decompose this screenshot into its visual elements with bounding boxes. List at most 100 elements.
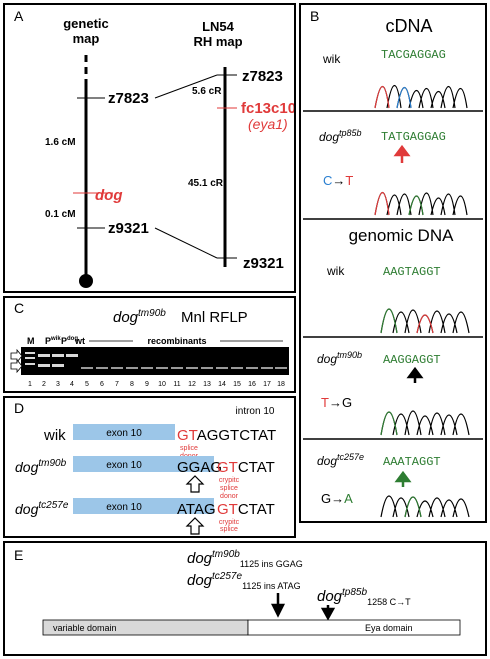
crypitc-3a: crypitc — [219, 519, 240, 526]
lane-p0wik-sup: wik — [50, 336, 61, 342]
exon-box-2 — [73, 456, 214, 472]
svg-text:GTAGGTCTAT: GTAGGTCTAT — [177, 427, 276, 444]
panel-b: B cDNA wik TACGAGGAG dogtp85b TATGAGGAG … — [299, 3, 487, 523]
centromere-dot — [79, 274, 93, 288]
rh-map-title-2: RH map — [193, 34, 242, 49]
rflp-gel: dogtm90b Mnl RFLP M Pwik Pdog wt recombi… — [10, 308, 289, 388]
row2-gt: GT — [217, 459, 238, 476]
cdna-wik-label: wik — [322, 52, 341, 66]
gen-tc257e-arrow — [394, 470, 412, 487]
gel-image — [21, 347, 289, 375]
panel-label-b: B — [310, 8, 320, 24]
lane-number: 5 — [85, 381, 89, 388]
dog-locus-label: dog — [95, 187, 123, 204]
e-tm90b-sub: 1125 ins GGAG — [240, 559, 303, 569]
svg-text:dogtm90b: dogtm90b — [113, 308, 166, 326]
svg-text:dogtp85b: dogtp85b — [319, 128, 362, 144]
e-tp85b-sub: 1258 C→T — [367, 597, 411, 607]
sequencing-chromatograms: cDNA wik TACGAGGAG dogtp85b TATGAGGAG C→… — [303, 16, 483, 518]
crypitc-3b: splice — [220, 526, 238, 533]
splice-donor-1: splice — [180, 445, 198, 452]
lane-wt-label: wt — [74, 336, 85, 346]
row-tm90b-sup: tm90b — [38, 458, 66, 469]
genomic-title: genomic DNA — [349, 226, 455, 245]
e-arrow-tp85b — [320, 605, 336, 621]
eya-domain-label: Eya domain — [365, 623, 413, 633]
marker-z7823: z7823 — [108, 90, 149, 107]
gen-tc257e-sup: tc257e — [337, 452, 364, 462]
cdna-dog-label: dog — [319, 130, 339, 144]
lane-number: 9 — [145, 381, 149, 388]
rh-marker-eya1: (eya1) — [248, 116, 288, 132]
dist-1-6-cm: 1.6 cM — [45, 137, 76, 148]
panel-label-a: A — [14, 8, 24, 24]
cdna-wik-seq: TACGAGGAG — [381, 48, 446, 62]
lane-number: 16 — [248, 381, 256, 388]
gen-tc257e-dog: dog — [317, 454, 337, 468]
cdna-tp85b-sup: tp85b — [339, 128, 362, 138]
dist-45-1-cr: 45.1 cR — [188, 178, 224, 189]
e-tc257e-sup: tc257e — [212, 571, 242, 582]
cdna-mut-to: T — [345, 173, 353, 188]
domain-diagram: dogtm90b1125 ins GGAG dogtc257e1125 ins … — [42, 549, 461, 636]
lane-number: 7 — [115, 381, 119, 388]
lane-number: 14 — [218, 381, 226, 388]
panel-label-c: C — [14, 300, 25, 316]
crypitc-2a: crypitc — [219, 477, 240, 484]
row1-rest: AGGTCTAT — [197, 427, 276, 444]
lane-number: 4 — [70, 381, 74, 388]
cdna-title: cDNA — [385, 16, 432, 36]
genetic-map-title-1: genetic — [63, 16, 109, 31]
lane-p0wik: P — [45, 336, 51, 346]
gel-arrow-top — [10, 348, 23, 364]
rh-marker-fc13c10: fc13c10 — [241, 100, 294, 117]
rh-marker-z7823: z7823 — [242, 68, 283, 85]
lane-number: 13 — [203, 381, 211, 388]
exon-box-1 — [73, 424, 175, 440]
gel-title-dog: dog — [113, 309, 139, 326]
svg-text:dogtc257e: dogtc257e — [317, 452, 364, 468]
e-tp85b-sup: tp85b — [342, 587, 367, 598]
gen-tm90b-arrow — [406, 366, 424, 383]
exon-label-2: exon 10 — [106, 460, 142, 471]
panel-label-e: E — [14, 547, 24, 563]
gel-recombinant-bands — [81, 367, 287, 369]
lane-number: 1 — [28, 381, 32, 388]
e-tm90b-sup: tm90b — [212, 549, 240, 560]
lane-number: 11 — [173, 381, 180, 388]
gen-tm90b-sup: tm90b — [337, 350, 362, 360]
gen-wik-label: wik — [326, 264, 345, 278]
gen-tc257e-trace — [380, 495, 470, 518]
genetic-map-title-2: map — [73, 31, 100, 46]
lane-number: 3 — [56, 381, 60, 388]
panel-c: C dogtm90b Mnl RFLP M Pwik Pdog wt recom… — [3, 296, 296, 393]
row1-gt: GT — [177, 427, 198, 444]
row-tm90b-dog: dog — [15, 459, 39, 475]
lane-m-label: M — [27, 336, 35, 346]
gel-title-rest: Mnl RFLP — [181, 309, 248, 326]
crypitc-2b: splice — [220, 485, 238, 492]
svg-text:dogtm90b1125 ins GGAG: dogtm90b1125 ins GGAG — [187, 549, 303, 569]
rh-marker-z9321: z9321 — [243, 255, 284, 272]
lane-number: 18 — [277, 381, 285, 388]
gen-tm90b-from: T — [321, 395, 329, 410]
lane-number: 10 — [158, 381, 166, 388]
gen-tc257e-seq: AAATAGGT — [383, 455, 441, 469]
panel-label-d: D — [14, 400, 25, 416]
row-tc257e-dog: dog — [15, 501, 39, 517]
exon-box-3 — [73, 498, 214, 514]
gen-tc257e-arrow-glyph: → — [331, 491, 344, 506]
genetic-map-figure: genetic map LN54 RH map z7823 1.6 cM dog… — [45, 16, 294, 288]
lane-numbers: 1 2 3 4 5 6 7 8 9 10 11 12 13 14 15 16 1… — [28, 381, 285, 388]
exon-label-1: exon 10 — [106, 428, 142, 439]
recombinants-label: recombinants — [147, 336, 206, 346]
svg-text:GTCTAT: GTCTAT — [217, 459, 275, 476]
svg-text:Pwik: Pwik — [45, 336, 61, 346]
gel-arrow-bottom — [10, 358, 23, 374]
lane-number: 2 — [42, 381, 46, 388]
rh-map-title-1: LN54 — [202, 19, 235, 34]
row-tc257e-sup: tc257e — [38, 500, 68, 511]
lane-number: 17 — [263, 381, 271, 388]
row2-arrow — [185, 475, 205, 493]
svg-text:T→G: T→G — [321, 395, 352, 410]
